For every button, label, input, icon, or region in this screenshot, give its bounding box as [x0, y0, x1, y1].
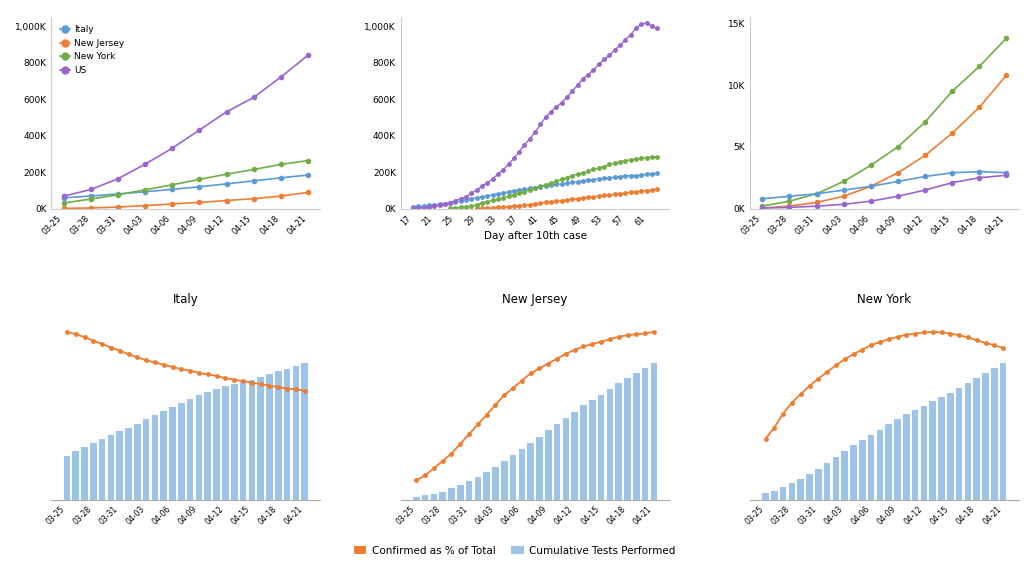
Title: Italy: Italy — [173, 293, 199, 306]
Bar — [545, 431, 552, 500]
Bar — [222, 386, 228, 500]
Bar — [921, 406, 927, 500]
Legend: Italy, New Jersey, New York, US: Italy, New Jersey, New York, US — [56, 22, 128, 78]
Bar — [161, 411, 167, 500]
Bar — [449, 488, 455, 500]
Bar — [867, 435, 875, 500]
Bar — [589, 400, 596, 500]
Bar — [771, 491, 778, 500]
Bar — [886, 424, 892, 500]
Bar — [938, 397, 945, 500]
Bar — [170, 407, 176, 500]
Bar — [72, 451, 79, 500]
Bar — [430, 494, 437, 500]
Bar — [196, 395, 203, 500]
Bar — [815, 469, 821, 500]
Bar — [134, 424, 141, 500]
Bar — [292, 366, 299, 500]
Bar — [528, 443, 534, 500]
Bar — [633, 373, 640, 500]
Bar — [788, 483, 795, 500]
Bar — [912, 410, 919, 500]
Bar — [91, 443, 97, 500]
Bar — [143, 419, 149, 500]
Bar — [762, 493, 769, 500]
X-axis label: Day after 10th case: Day after 10th case — [484, 231, 587, 241]
Bar — [275, 371, 282, 500]
Bar — [850, 445, 857, 500]
Bar — [580, 406, 587, 500]
Title: New Jersey: New Jersey — [502, 293, 568, 306]
Bar — [607, 389, 613, 500]
Bar — [894, 419, 900, 500]
Bar — [213, 390, 220, 500]
Bar — [422, 495, 428, 500]
Bar — [267, 374, 273, 500]
Bar — [126, 428, 132, 500]
Bar — [824, 463, 830, 500]
Bar — [439, 491, 446, 500]
Bar — [554, 424, 561, 500]
Bar — [457, 485, 463, 500]
Bar — [519, 449, 525, 500]
Bar — [842, 451, 848, 500]
Bar — [492, 467, 499, 500]
Bar — [903, 415, 910, 500]
Bar — [509, 456, 517, 500]
Bar — [413, 497, 420, 500]
Bar — [642, 368, 648, 500]
Bar — [807, 474, 813, 500]
Bar — [484, 472, 490, 500]
Bar — [178, 403, 184, 500]
Bar — [187, 399, 193, 500]
Bar — [797, 479, 804, 500]
Bar — [964, 383, 971, 500]
Bar — [983, 373, 989, 500]
Bar — [973, 378, 980, 500]
Bar — [301, 363, 308, 500]
Bar — [257, 377, 263, 500]
Bar — [571, 412, 578, 500]
Bar — [859, 440, 865, 500]
Bar — [650, 363, 658, 500]
Bar — [205, 392, 211, 500]
Bar — [230, 383, 238, 500]
Legend: Confirmed as % of Total, Cumulative Tests Performed: Confirmed as % of Total, Cumulative Test… — [350, 542, 679, 560]
Bar — [466, 481, 472, 500]
Bar — [947, 392, 954, 500]
Bar — [536, 437, 542, 500]
Bar — [501, 461, 507, 500]
Bar — [615, 383, 622, 500]
Bar — [1000, 363, 1006, 500]
Bar — [877, 429, 883, 500]
Bar — [563, 418, 569, 500]
Bar — [780, 487, 786, 500]
Bar — [929, 401, 936, 500]
Bar — [249, 379, 255, 500]
Title: New York: New York — [857, 293, 912, 306]
Bar — [598, 395, 604, 500]
Bar — [625, 378, 631, 500]
Bar — [284, 369, 290, 500]
Bar — [151, 415, 158, 500]
Bar — [99, 439, 106, 500]
Bar — [991, 368, 998, 500]
Bar — [240, 382, 246, 500]
Bar — [64, 456, 70, 500]
Bar — [956, 388, 962, 500]
Bar — [81, 447, 87, 500]
Bar — [116, 432, 123, 500]
Bar — [832, 457, 840, 500]
Bar — [108, 435, 114, 500]
Bar — [474, 477, 482, 500]
